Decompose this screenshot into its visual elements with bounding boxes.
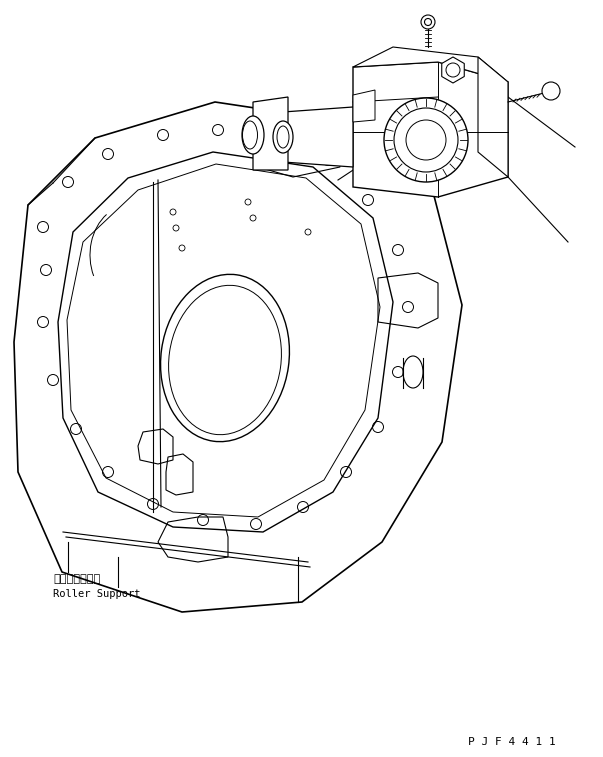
Polygon shape	[353, 62, 508, 197]
Circle shape	[384, 98, 468, 182]
Polygon shape	[353, 47, 508, 82]
Polygon shape	[478, 57, 508, 177]
Text: P J F 4 4 1 1: P J F 4 4 1 1	[468, 737, 556, 747]
Circle shape	[542, 82, 560, 100]
Polygon shape	[253, 97, 288, 170]
Text: Roller Support: Roller Support	[53, 589, 140, 599]
Ellipse shape	[242, 116, 264, 154]
Polygon shape	[353, 90, 375, 122]
Ellipse shape	[273, 121, 293, 153]
Circle shape	[421, 15, 435, 29]
Text: ローラサポート: ローラサポート	[53, 574, 100, 584]
Polygon shape	[283, 107, 353, 167]
Polygon shape	[442, 57, 464, 83]
